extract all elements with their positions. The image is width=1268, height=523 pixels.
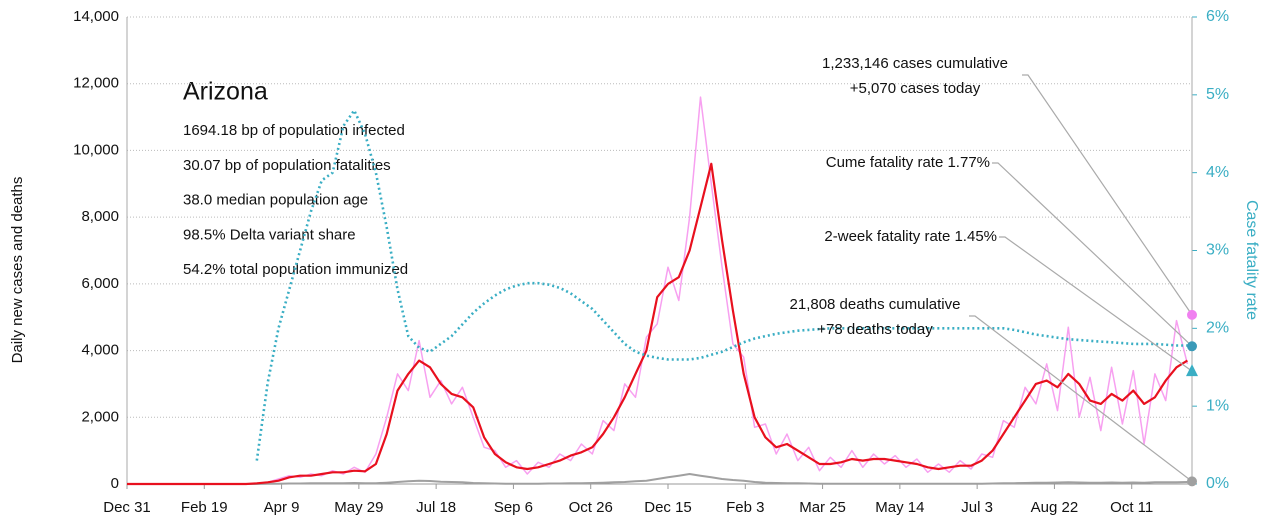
x-tick-label: Dec 15 bbox=[644, 499, 692, 516]
x-tick-label: Sep 6 bbox=[494, 499, 533, 516]
y-tick-label: 6,000 bbox=[81, 275, 119, 292]
y2-tick-label: 3% bbox=[1206, 242, 1229, 259]
marker bbox=[1187, 341, 1197, 352]
x-tick-label: May 14 bbox=[875, 499, 924, 516]
series-line bbox=[255, 109, 1188, 461]
y2-tick-label: 0% bbox=[1206, 475, 1229, 492]
x-tick-label: Jul 18 bbox=[416, 499, 456, 516]
marker bbox=[1186, 364, 1198, 377]
x-tick-label: Feb 19 bbox=[181, 499, 228, 516]
x-tick-label: Jul 3 bbox=[961, 499, 993, 516]
series-line bbox=[127, 96, 1189, 485]
y2-tick-label: 6% bbox=[1206, 8, 1229, 25]
x-tick-label: Feb 3 bbox=[726, 499, 764, 516]
marker bbox=[1187, 476, 1197, 487]
panel-line: 98.5% Delta variant share bbox=[183, 226, 356, 243]
series-line bbox=[127, 162, 1188, 486]
y-tick-label: 14,000 bbox=[73, 8, 119, 25]
x-tick-label: Apr 9 bbox=[264, 499, 300, 516]
annotation-text: 21,808 deaths cumulative bbox=[790, 296, 961, 313]
y-tick-label: 4,000 bbox=[81, 342, 119, 359]
x-tick-label: May 29 bbox=[334, 499, 383, 516]
y-tick-label: 12,000 bbox=[73, 75, 119, 92]
x-tick-label: Oct 26 bbox=[569, 499, 613, 516]
panel-line: 38.0 median population age bbox=[183, 192, 368, 209]
marker bbox=[1187, 309, 1197, 320]
y2-tick-label: 2% bbox=[1206, 320, 1229, 337]
panel-title: Arizona bbox=[183, 78, 268, 106]
y-axis-label: Daily new cases and deaths bbox=[9, 177, 26, 364]
annotation-text: +5,070 cases today bbox=[850, 80, 981, 97]
panel-line: 30.07 bp of population fatalities bbox=[183, 157, 391, 174]
x-tick-label: Oct 11 bbox=[1110, 499, 1153, 516]
leader-line bbox=[999, 236, 1193, 372]
y-tick-label: 8,000 bbox=[81, 208, 119, 225]
x-tick-label: Dec 31 bbox=[103, 499, 151, 516]
series-line bbox=[127, 473, 1188, 485]
annotation-text: 1,233,146 cases cumulative bbox=[822, 55, 1008, 72]
leader-line bbox=[1022, 74, 1193, 316]
leader-line bbox=[969, 315, 1193, 482]
y-tick-label: 0 bbox=[111, 475, 119, 492]
y2-tick-label: 1% bbox=[1206, 397, 1229, 414]
annotation-text: Cume fatality rate 1.77% bbox=[826, 154, 990, 171]
y-tick-label: 10,000 bbox=[73, 141, 119, 158]
annotation-text: 2-week fatality rate 1.45% bbox=[824, 228, 997, 245]
x-tick-label: Aug 22 bbox=[1031, 499, 1079, 516]
leader-line bbox=[992, 162, 1193, 347]
y2-tick-label: 5% bbox=[1206, 86, 1229, 103]
panel-line: 1694.18 bp of population infected bbox=[183, 122, 405, 139]
y-tick-label: 2,000 bbox=[81, 408, 119, 425]
annotation-text: +78 deaths today bbox=[817, 321, 933, 338]
y2-axis-label: Case fatality rate bbox=[1243, 200, 1260, 320]
y2-tick-label: 4% bbox=[1206, 164, 1229, 181]
x-tick-label: Mar 25 bbox=[799, 499, 846, 516]
